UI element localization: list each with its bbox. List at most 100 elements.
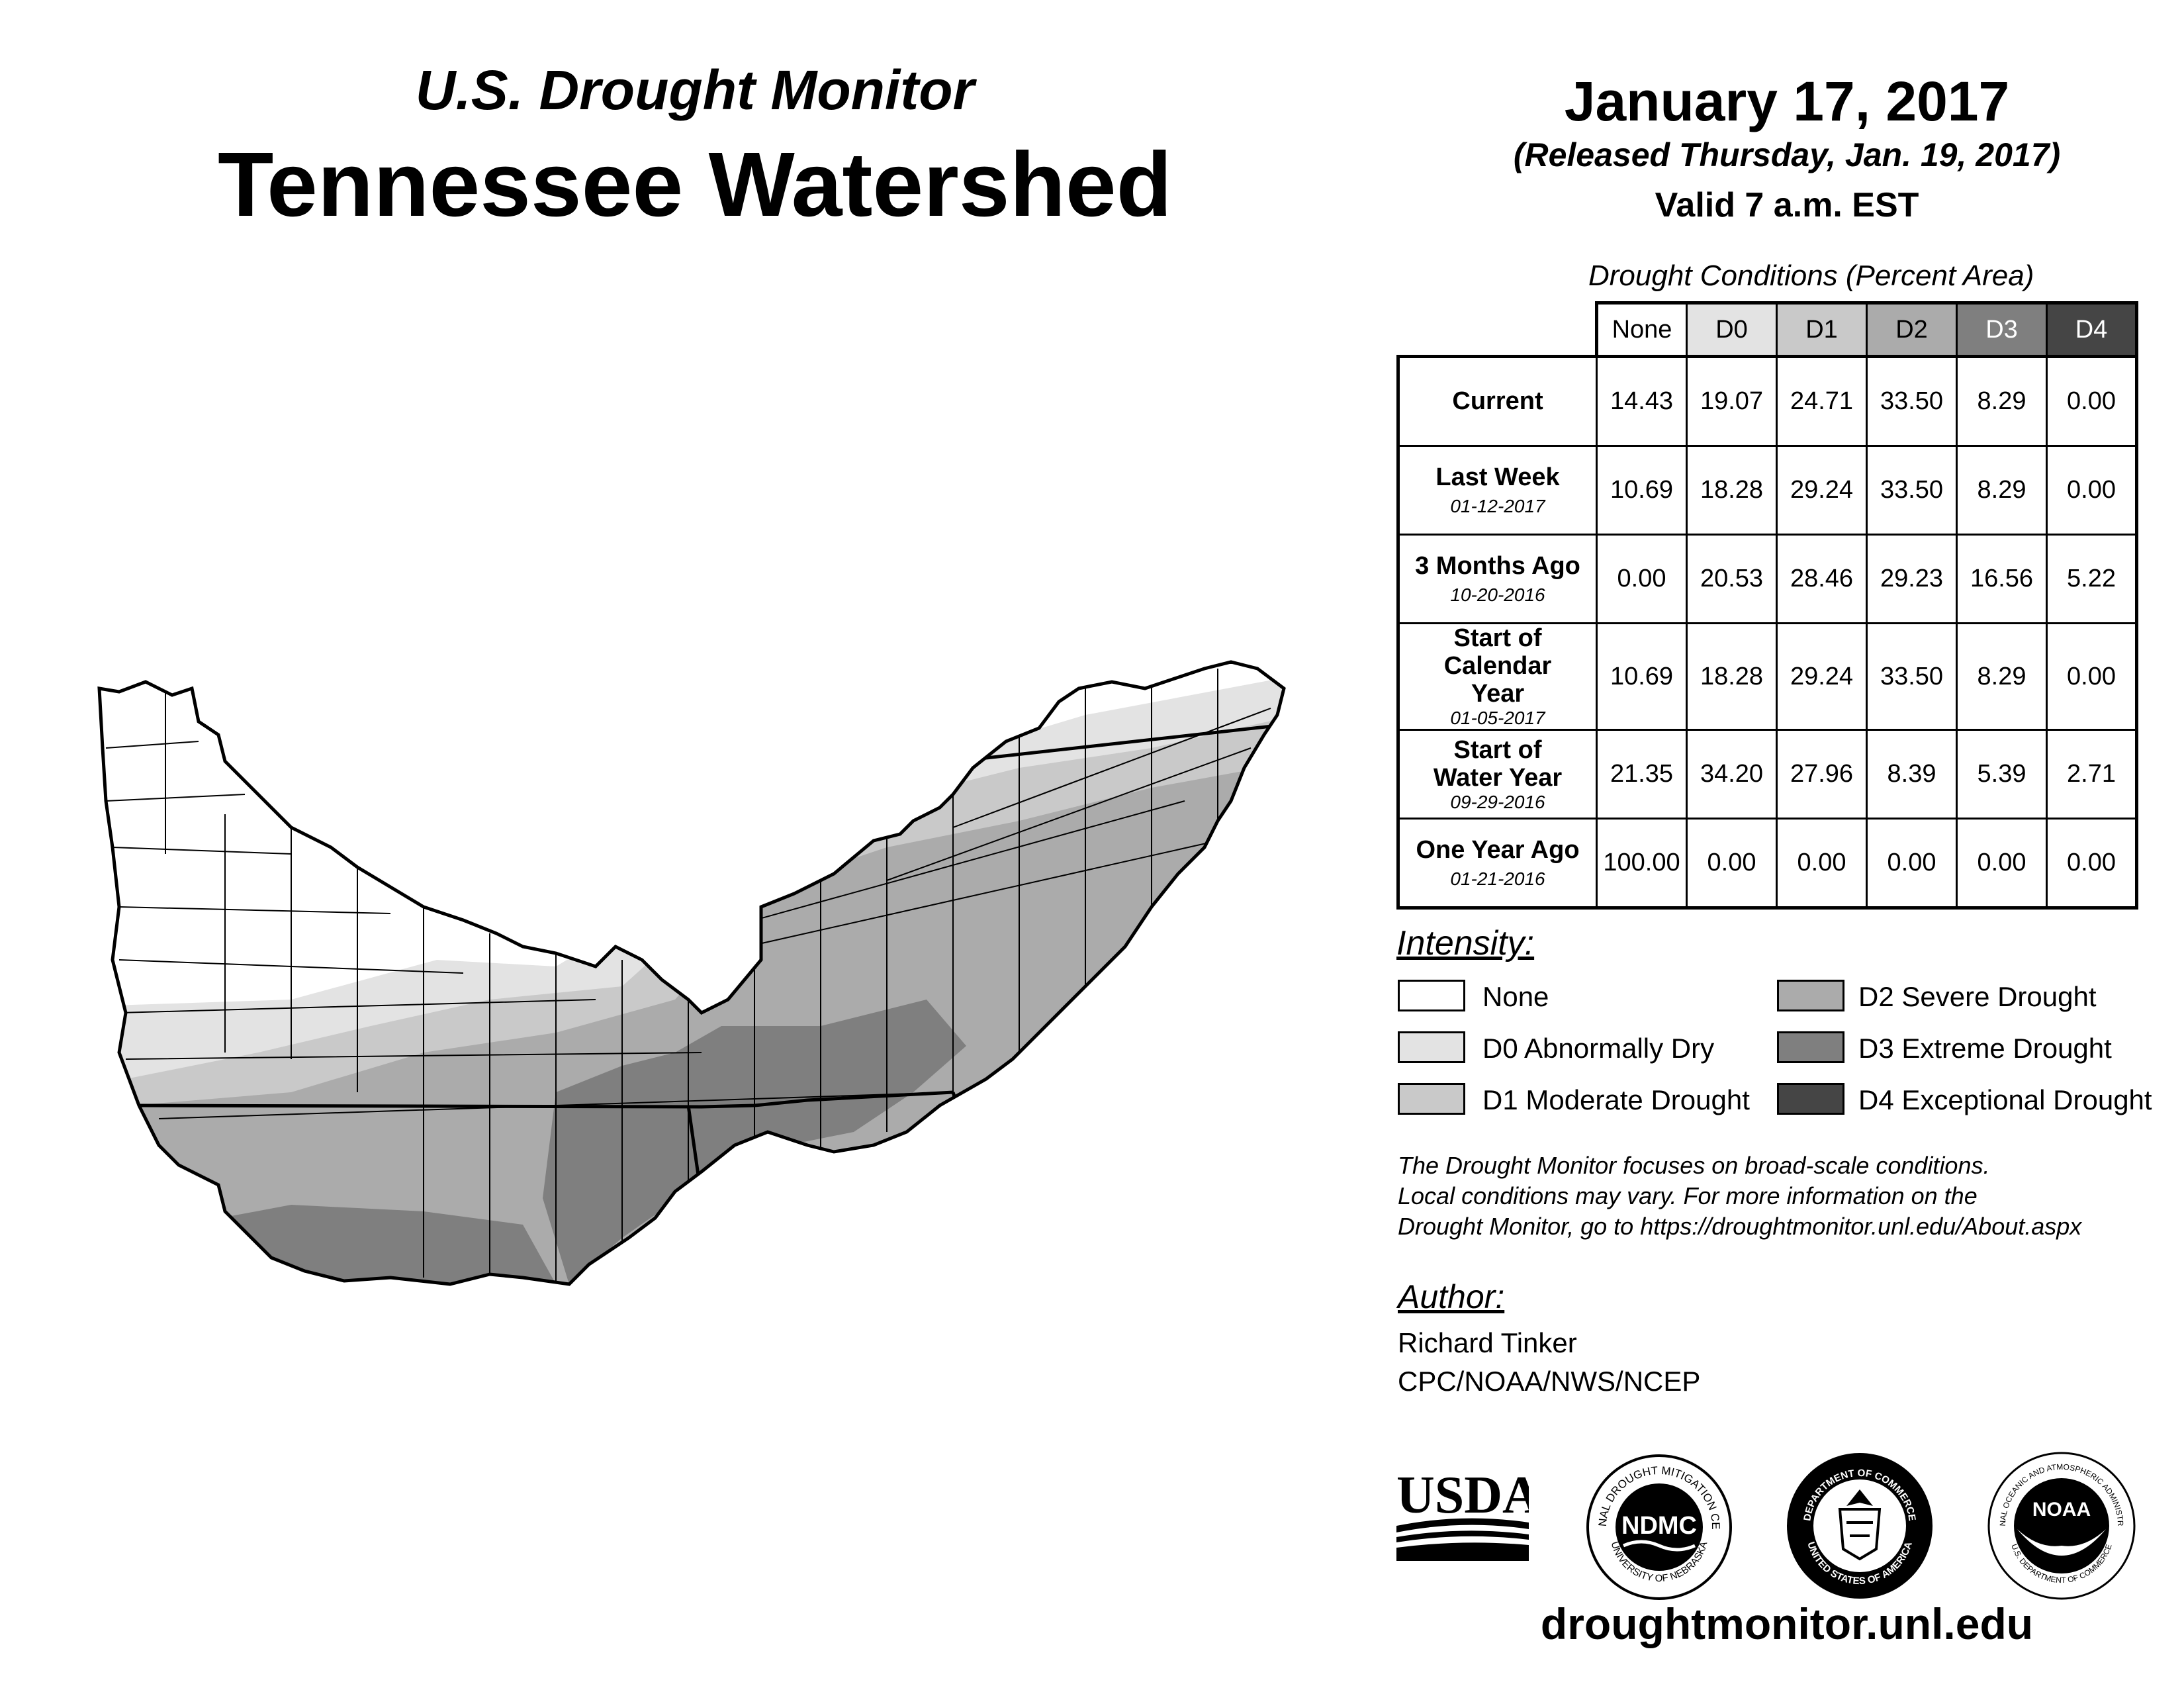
header-d4: D4 bbox=[2046, 301, 2138, 357]
note-line: Local conditions may vary. For more info… bbox=[1398, 1182, 1978, 1209]
table-cell: 33.50 bbox=[1866, 622, 1958, 731]
table-header-row: None D0 D1 D2 D3 D4 bbox=[1398, 301, 2138, 357]
row-date: 01-05-2017 bbox=[1450, 708, 1545, 728]
table-cell: 16.56 bbox=[1956, 534, 2048, 624]
table-cell: 19.07 bbox=[1686, 355, 1778, 447]
row-label: 3 Months Ago bbox=[1415, 552, 1580, 580]
legend-swatch-none bbox=[1398, 980, 1465, 1011]
header-blank bbox=[1398, 303, 1597, 357]
header-d3: D3 bbox=[1956, 301, 2048, 357]
table-cell: 0.00 bbox=[1956, 818, 2048, 910]
table-cell: 21.35 bbox=[1596, 729, 1688, 820]
row-label: One Year Ago bbox=[1416, 836, 1580, 864]
table-cell: 33.50 bbox=[1866, 445, 1958, 536]
table-row-start-calendar-year: Start of Calendar Year 01-05-2017 10.69 1… bbox=[1396, 622, 2138, 731]
table-row-current: Current 14.43 19.07 24.71 33.50 8.29 0.0… bbox=[1396, 355, 2138, 447]
header-d0: D0 bbox=[1686, 301, 1778, 357]
shield-icon bbox=[1838, 1508, 1882, 1561]
table-cell: 8.39 bbox=[1866, 729, 1958, 820]
ndmc-logo-text: NDMC bbox=[1621, 1512, 1697, 1540]
legend-swatch-d2 bbox=[1777, 980, 1844, 1011]
table-cell: 0.00 bbox=[2046, 818, 2138, 910]
table-cell: 24.71 bbox=[1776, 355, 1868, 447]
row-label: Start of Calendar Year bbox=[1443, 624, 1552, 708]
watershed-map bbox=[97, 660, 1286, 1286]
table-cell: 18.28 bbox=[1686, 445, 1778, 536]
table-cell: 0.00 bbox=[2046, 355, 2138, 447]
legend-swatch-d1 bbox=[1398, 1083, 1465, 1115]
map-subtitle: U.S. Drought Monitor bbox=[415, 59, 975, 121]
row-date: 09-29-2016 bbox=[1450, 791, 1545, 812]
usda-logo-text: USDA bbox=[1396, 1466, 1529, 1524]
table-cell: 18.28 bbox=[1686, 622, 1778, 731]
author-org: CPC/NOAA/NWS/NCEP bbox=[1398, 1366, 1701, 1397]
legend-swatch-d0 bbox=[1398, 1031, 1465, 1063]
legend-label-d1: D1 Moderate Drought bbox=[1482, 1084, 1750, 1115]
header-d2: D2 bbox=[1866, 301, 1958, 357]
table-cell: 0.00 bbox=[2046, 445, 2138, 536]
table-cell: 27.96 bbox=[1776, 729, 1868, 820]
table-cell: 2.71 bbox=[2046, 729, 2138, 820]
table-cell: 0.00 bbox=[2046, 622, 2138, 731]
usda-logo: USDA bbox=[1396, 1466, 1529, 1561]
table-cell: 5.22 bbox=[2046, 534, 2138, 624]
watershed-boundary bbox=[97, 660, 1286, 1286]
legend-swatch-d4 bbox=[1777, 1083, 1844, 1115]
table-row-one-year-ago: One Year Ago 01-21-2016 100.00 0.00 0.00 … bbox=[1396, 818, 2138, 910]
legend-label-d3: D3 Extreme Drought bbox=[1858, 1033, 2112, 1064]
release-date: (Released Thursday, Jan. 19, 2017) bbox=[1513, 136, 2061, 173]
legend-label-d0: D0 Abnormally Dry bbox=[1482, 1033, 1715, 1064]
table-cell: 0.00 bbox=[1866, 818, 1958, 910]
table-row-3-months-ago: 3 Months Ago 10-20-2016 0.00 20.53 28.46 … bbox=[1396, 534, 2138, 624]
valid-date: January 17, 2017 bbox=[1564, 70, 2010, 132]
table-cell: 8.29 bbox=[1956, 445, 2048, 536]
table-row-last-week: Last Week 01-12-2017 10.69 18.28 29.24 33… bbox=[1396, 445, 2138, 536]
legend-label-d2: D2 Severe Drought bbox=[1858, 981, 2097, 1012]
legend-swatch-d3 bbox=[1777, 1031, 1844, 1063]
table-cell: 29.24 bbox=[1776, 445, 1868, 536]
drought-fill-layers bbox=[99, 662, 1284, 1284]
noaa-logo: NATIONAL OCEANIC AND ATMOSPHERIC ADMINIS… bbox=[1985, 1450, 2136, 1600]
table-cell: 10.69 bbox=[1596, 622, 1688, 731]
table-cell: 100.00 bbox=[1596, 818, 1688, 910]
noaa-bird-icon bbox=[2017, 1529, 2106, 1556]
table-cell: 0.00 bbox=[1686, 818, 1778, 910]
table-cell: 0.00 bbox=[1776, 818, 1868, 910]
table-cell: 33.50 bbox=[1866, 355, 1958, 447]
valid-time: Valid 7 a.m. EST bbox=[1655, 186, 1919, 224]
row-label: Current bbox=[1452, 387, 1543, 415]
legend-title: Intensity: bbox=[1396, 924, 1535, 962]
table-cell: 8.29 bbox=[1956, 355, 2048, 447]
row-date: 10-20-2016 bbox=[1450, 585, 1545, 605]
legend-label-none: None bbox=[1482, 981, 1549, 1012]
website-link[interactable]: droughtmonitor.unl.edu bbox=[1540, 1599, 2034, 1648]
table-cell: 29.23 bbox=[1866, 534, 1958, 624]
table-cell: 8.29 bbox=[1956, 622, 2048, 731]
eagle-icon bbox=[1846, 1489, 1873, 1506]
row-label: Start of Water Year bbox=[1433, 735, 1563, 792]
table-cell: 28.46 bbox=[1776, 534, 1868, 624]
note-line: The Drought Monitor focuses on broad-sca… bbox=[1398, 1152, 1990, 1179]
author-name: Richard Tinker bbox=[1398, 1327, 1577, 1358]
row-date: 01-12-2017 bbox=[1450, 496, 1545, 516]
table-cell: 0.00 bbox=[1596, 534, 1688, 624]
table-cell: 5.39 bbox=[1956, 729, 2048, 820]
table-cell: 29.24 bbox=[1776, 622, 1868, 731]
note-line: Drought Monitor, go to https://droughtmo… bbox=[1398, 1213, 2082, 1240]
author-heading: Author: bbox=[1398, 1278, 1505, 1315]
table-cell: 34.20 bbox=[1686, 729, 1778, 820]
disclaimer-note: The Drought Monitor focuses on broad-sca… bbox=[1398, 1150, 2179, 1242]
state-lines bbox=[118, 723, 1284, 1199]
header-d1: D1 bbox=[1776, 301, 1868, 357]
drought-conditions-table: None D0 D1 D2 D3 D4 Current 14.43 19.07 … bbox=[1396, 301, 2138, 910]
table-cell: 20.53 bbox=[1686, 534, 1778, 624]
table-cell: 10.69 bbox=[1596, 445, 1688, 536]
legend-label-d4: D4 Exceptional Drought bbox=[1858, 1084, 2152, 1115]
row-date: 01-21-2016 bbox=[1450, 868, 1545, 889]
header-none: None bbox=[1595, 301, 1688, 357]
table-cell: 14.43 bbox=[1596, 355, 1688, 447]
table-row-start-water-year: Start of Water Year 09-29-2016 21.35 34.2… bbox=[1396, 729, 2138, 820]
ndmc-logo: NATIONAL DROUGHT MITIGATION CENTER UNIVE… bbox=[1585, 1453, 1732, 1600]
table-caption: Drought Conditions (Percent Area) bbox=[1588, 259, 2034, 292]
row-label: Last Week bbox=[1435, 463, 1560, 491]
